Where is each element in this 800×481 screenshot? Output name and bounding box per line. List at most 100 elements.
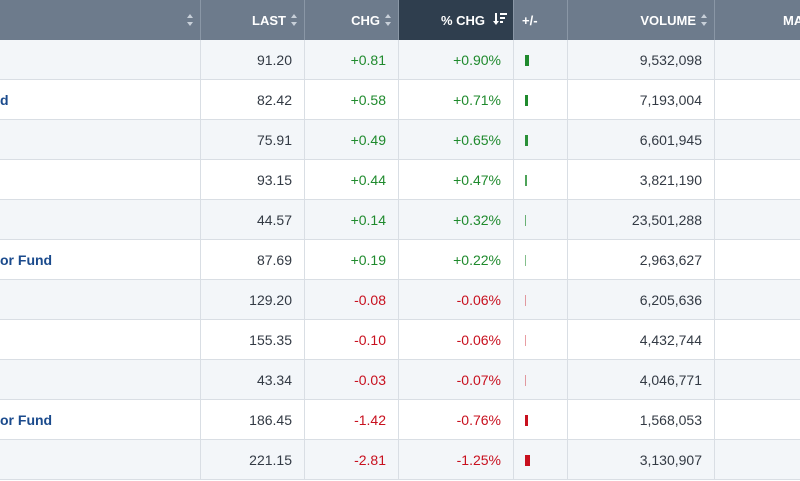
table-row[interactable]: d 82.42 +0.58 +0.71% 7,193,004 [0,80,800,120]
volume-value: 3,130,907 [639,451,702,468]
change-bar [525,455,530,466]
name-cell [0,200,201,239]
last-value: 93.15 [256,171,292,188]
name-cell [0,160,201,199]
volume-value: 23,501,288 [631,211,702,228]
volume-value: 2,963,627 [639,251,702,268]
chg-cell: -2.81 [305,440,399,479]
pct-value: -0.76% [456,411,501,428]
fund-name-link[interactable]: or Fund [0,251,53,268]
last-cell: 75.91 [201,120,305,159]
last-cell: 82.42 [201,80,305,119]
name-cell: d [0,80,201,119]
column-header-chg-label: CHG [351,12,380,28]
pct-cell: -0.76% [399,400,514,439]
change-bar [525,95,528,106]
chg-value: -0.03 [354,371,386,388]
ma-cell [715,440,800,479]
column-header-plus-minus[interactable]: +/- [514,0,568,40]
change-bar [525,335,526,346]
column-header-symbol[interactable] [0,0,201,40]
table-row[interactable]: 75.91 +0.49 +0.65% 6,601,945 [0,120,800,160]
table-row[interactable]: 155.35 -0.10 -0.06% 4,432,744 [0,320,800,360]
table-row[interactable]: 44.57 +0.14 +0.32% 23,501,288 [0,200,800,240]
change-bar [525,175,527,186]
ma-cell [715,280,800,319]
pct-value: +0.47% [453,171,501,188]
column-header-volume[interactable]: VOLUME [568,0,715,40]
sort-descending-icon [493,13,507,25]
volume-cell: 3,821,190 [568,160,715,199]
table-row[interactable]: 43.34 -0.03 -0.07% 4,046,771 [0,360,800,400]
column-header-plus-minus-label: +/- [522,12,538,28]
ma-cell [715,360,800,399]
chg-value: +0.49 [350,131,386,148]
volume-value: 4,046,771 [639,371,702,388]
table-row[interactable]: 93.15 +0.44 +0.47% 3,821,190 [0,160,800,200]
chg-cell: +0.58 [305,80,399,119]
last-cell: 129.20 [201,280,305,319]
name-cell [0,440,201,479]
fund-name-link[interactable]: d [0,91,9,108]
last-value: 43.34 [256,371,292,388]
chg-value: +0.44 [350,171,386,188]
chg-value: -1.42 [354,411,386,428]
chg-cell: -0.03 [305,360,399,399]
chg-cell: -0.10 [305,320,399,359]
volume-value: 3,821,190 [639,171,702,188]
change-bar [525,415,528,426]
column-header-pct-chg[interactable]: % CHG [399,0,514,40]
name-cell: or Fund [0,240,201,279]
column-header-ma[interactable]: MA [715,0,800,40]
pct-cell: -0.06% [399,280,514,319]
change-bar-cell [514,120,568,159]
volume-cell: 4,432,744 [568,320,715,359]
last-cell: 87.69 [201,240,305,279]
last-value: 75.91 [256,131,292,148]
pct-cell: +0.32% [399,200,514,239]
fund-name-link[interactable]: or Fund [0,411,53,428]
ma-cell [715,40,800,79]
sort-icon [187,14,194,26]
last-cell: 91.20 [201,40,305,79]
volume-cell: 4,046,771 [568,360,715,399]
volume-cell: 6,205,636 [568,280,715,319]
last-value: 155.35 [249,331,292,348]
last-cell: 186.45 [201,400,305,439]
pct-value: -0.06% [456,291,501,308]
change-bar-cell [514,320,568,359]
volume-cell: 1,568,053 [568,400,715,439]
change-bar-cell [514,40,568,79]
last-value: 82.42 [256,91,292,108]
pct-cell: -0.07% [399,360,514,399]
pct-value: -0.07% [456,371,501,388]
last-cell: 43.34 [201,360,305,399]
last-cell: 221.15 [201,440,305,479]
volume-value: 1,568,053 [639,411,702,428]
volume-value: 7,193,004 [639,91,702,108]
volume-value: 4,432,744 [639,331,702,348]
chg-value: +0.81 [350,51,386,68]
column-header-last[interactable]: LAST [201,0,305,40]
pct-value: +0.71% [453,91,501,108]
table-row[interactable]: 129.20 -0.08 -0.06% 6,205,636 [0,280,800,320]
volume-cell: 2,963,627 [568,240,715,279]
chg-cell: -0.08 [305,280,399,319]
volume-cell: 7,193,004 [568,80,715,119]
change-bar-cell [514,240,568,279]
last-value: 221.15 [249,451,292,468]
last-value: 186.45 [249,411,292,428]
column-header-pct-chg-label: % CHG [440,12,485,28]
table-row[interactable]: or Fund 186.45 -1.42 -0.76% 1,568,053 [0,400,800,440]
chg-value: +0.19 [350,251,386,268]
pct-cell: +0.65% [399,120,514,159]
table-row[interactable]: 221.15 -2.81 -1.25% 3,130,907 [0,440,800,480]
column-header-chg[interactable]: CHG [305,0,399,40]
chg-cell: +0.49 [305,120,399,159]
table-row[interactable]: 91.20 +0.81 +0.90% 9,532,098 [0,40,800,80]
change-bar [525,215,526,226]
change-bar [525,55,529,66]
chg-value: -2.81 [354,451,386,468]
table-row[interactable]: or Fund 87.69 +0.19 +0.22% 2,963,627 [0,240,800,280]
chg-value: -0.08 [354,291,386,308]
